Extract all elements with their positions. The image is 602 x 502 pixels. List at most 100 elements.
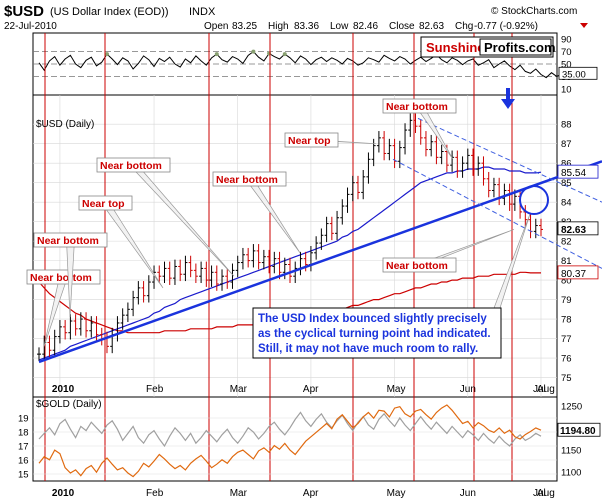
chg-label: Chg bbox=[455, 21, 473, 32]
gold-right-tick-label: 1100 bbox=[561, 468, 581, 479]
price-layer bbox=[37, 113, 602, 364]
chg-value: -0.77 (-0.92%) bbox=[474, 21, 538, 32]
gold-x-tick-label: May bbox=[387, 488, 406, 499]
ma200-value: 80.37 bbox=[561, 269, 586, 280]
down-arrow-icon bbox=[580, 23, 588, 28]
gold-line bbox=[38, 404, 542, 478]
price-x-tick-label: Aug bbox=[537, 384, 555, 395]
logo-profits-box bbox=[479, 38, 552, 56]
annotation-label: Near bottom bbox=[30, 272, 92, 284]
gold-x-tick-label: Aug bbox=[537, 488, 555, 499]
cycle-vertical-lines bbox=[44, 33, 513, 481]
comment-box bbox=[252, 307, 502, 359]
turning-point-circle bbox=[519, 185, 549, 215]
annotation-label: Near bottom bbox=[100, 160, 162, 172]
price-tick-label: 85 bbox=[561, 178, 572, 189]
gold-right-tick-label: 1150 bbox=[561, 446, 581, 457]
gold-last-value: 1194.80 bbox=[560, 426, 596, 437]
annotation-box bbox=[382, 98, 457, 114]
price-tick-label: 88 bbox=[561, 120, 572, 131]
price-tick-label: 81 bbox=[561, 256, 572, 267]
high-label: High bbox=[268, 21, 289, 32]
rsi-overbought-mark bbox=[251, 49, 256, 54]
price-tick-label: 75 bbox=[561, 373, 572, 384]
price-x-tick-label: 2010 bbox=[52, 384, 75, 395]
annotation-label: Near top bbox=[288, 135, 331, 147]
price-tick-label: 86 bbox=[561, 159, 572, 170]
rsi-overbought-mark bbox=[214, 52, 219, 57]
last-price-value: 82.63 bbox=[561, 225, 586, 236]
gold-panel-title: $GOLD (Daily) bbox=[36, 399, 102, 410]
ma200-value-box bbox=[557, 265, 599, 280]
copyright-text: © StockCharts.com bbox=[491, 6, 577, 17]
price-x-tick-label: Jun bbox=[460, 384, 476, 395]
gold-x-tick-label: Feb bbox=[146, 488, 164, 499]
rsi-line bbox=[38, 50, 573, 79]
comment-line-3: Still, it may not have much room to rall… bbox=[258, 343, 478, 355]
gold-panel-frame bbox=[32, 396, 558, 482]
gold-last-value-box bbox=[557, 422, 601, 437]
index-name: (US Dollar Index (EOD)) bbox=[50, 6, 169, 18]
high-value: 83.36 bbox=[294, 21, 319, 32]
rsi-last-value: 35.00 bbox=[562, 69, 586, 80]
up-arrow-icon bbox=[501, 88, 515, 109]
annotation-label: Near top bbox=[82, 198, 125, 210]
gold-left-tick-label: 19 bbox=[18, 414, 29, 425]
annotation-box bbox=[96, 157, 171, 173]
price-tick-label: 77 bbox=[561, 334, 572, 345]
ma50-value-box bbox=[557, 164, 599, 179]
gold-left-tick-label: 16 bbox=[18, 456, 29, 467]
comment-line-2: as the cyclical turning point had indica… bbox=[258, 328, 491, 340]
price-x-tick-label: May bbox=[387, 384, 406, 395]
close-value: 82.63 bbox=[419, 21, 444, 32]
close-label: Close bbox=[389, 21, 415, 32]
gold-left-tick-label: 15 bbox=[18, 470, 29, 481]
open-value: 83.25 bbox=[232, 21, 257, 32]
price-tick-label: 78 bbox=[561, 315, 572, 326]
annotation-box bbox=[78, 195, 133, 211]
gold-x-tick-label: 2010 bbox=[52, 488, 75, 499]
logo-sunshine: Sunshine bbox=[426, 40, 485, 55]
price-x-tick-label: Feb bbox=[146, 384, 164, 395]
annotation-label: Near bottom bbox=[386, 260, 448, 272]
annotation-box bbox=[382, 257, 457, 273]
gold-left-tick-label: 17 bbox=[18, 442, 29, 453]
annotation-box bbox=[284, 132, 339, 148]
axis-labels: 907050301035.008887868584838281807978777… bbox=[18, 35, 601, 499]
channel-lower-line bbox=[392, 158, 602, 269]
annotations: Near bottom Near bottom Near top Near botto… bbox=[26, 98, 531, 347]
price-tick-label: 82 bbox=[561, 237, 572, 248]
price-x-tick-label: Apr bbox=[303, 384, 319, 395]
ma50-value: 85.54 bbox=[561, 168, 586, 179]
price-x-tick-label: Jul bbox=[533, 384, 546, 395]
annotation-box bbox=[33, 232, 108, 248]
price-tick-label: 87 bbox=[561, 139, 572, 150]
price-tick-label: 79 bbox=[561, 295, 572, 306]
rsi-tick-label: 50 bbox=[561, 60, 572, 71]
usd-overlay-line bbox=[38, 411, 542, 448]
price-x-tick-label: Mar bbox=[230, 384, 248, 395]
gold-left-tick-label: 18 bbox=[18, 428, 29, 439]
gold-x-tick-label: Mar bbox=[230, 488, 248, 499]
gold-right-tick-label: 1250 bbox=[561, 401, 582, 412]
gold-x-tick-label: Apr bbox=[303, 488, 319, 499]
annotation-label: Near bottom bbox=[216, 174, 278, 186]
rsi-tick-label: 70 bbox=[561, 47, 572, 58]
open-label: Open bbox=[204, 21, 228, 32]
rsi-overbought-mark bbox=[104, 52, 109, 57]
rising-trend-line bbox=[38, 160, 602, 364]
logo-profits: Profits.com bbox=[484, 40, 556, 55]
exchange-label: INDX bbox=[189, 6, 216, 18]
low-value: 82.46 bbox=[353, 21, 378, 32]
rsi-tick-label: 90 bbox=[561, 35, 572, 46]
last-price-value-box bbox=[557, 221, 599, 236]
annotation-label: Near bottom bbox=[386, 101, 448, 113]
low-label: Low bbox=[330, 21, 349, 32]
rsi-overbought-mark bbox=[282, 52, 287, 57]
rsi-tick-label: 10 bbox=[561, 84, 572, 95]
gold-x-tick-label: Jul bbox=[533, 488, 546, 499]
symbol-title: $USD bbox=[4, 3, 44, 20]
